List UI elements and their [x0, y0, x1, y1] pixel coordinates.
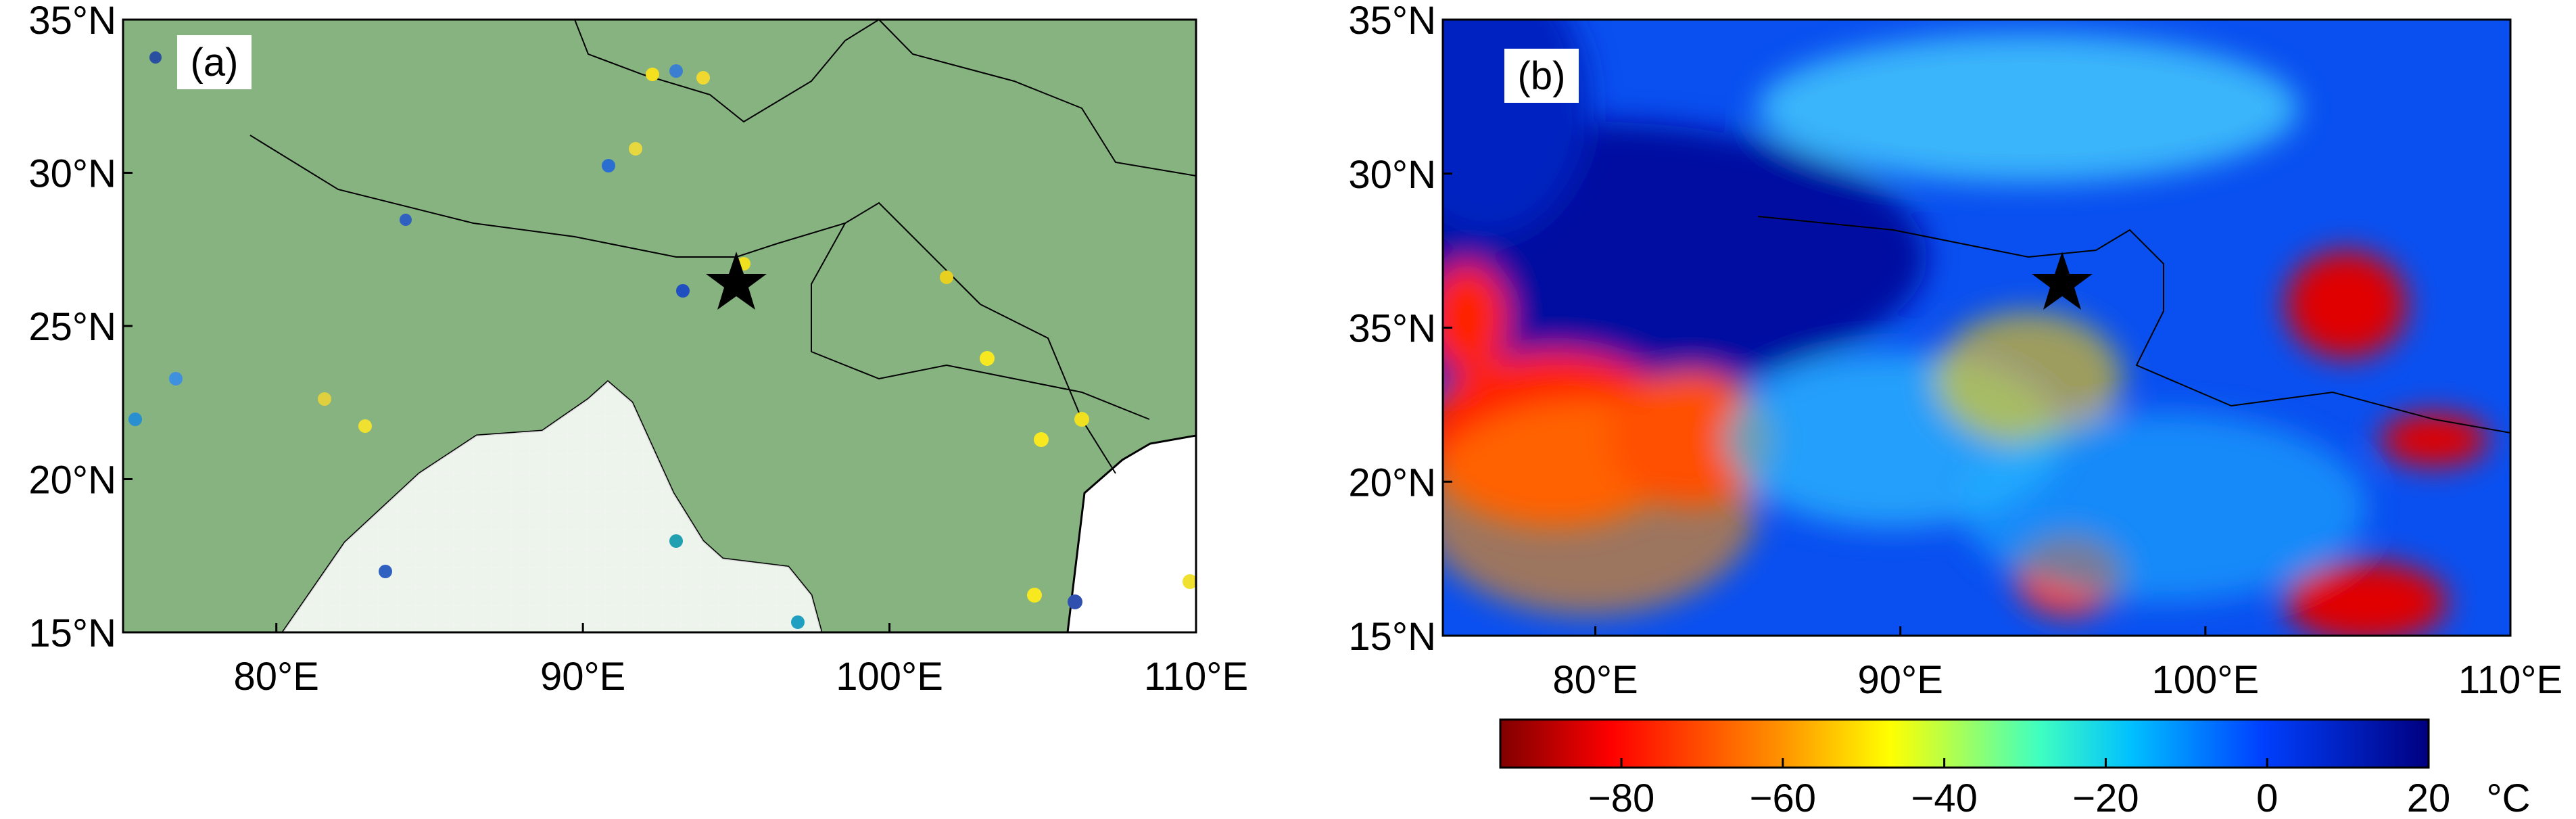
y-tick-label: 30°N	[28, 152, 116, 196]
colorbar-unit: °C	[2486, 776, 2530, 819]
label-box	[177, 35, 252, 89]
x-tick-label: 80°E	[234, 655, 319, 699]
colorbar-tick-label: −80	[1588, 776, 1654, 819]
star	[2032, 252, 2093, 310]
panel-label: (a)	[191, 41, 239, 85]
colorbar-tick-label: −20	[2072, 776, 2139, 819]
y-tick-label: 35°N	[1348, 0, 1436, 43]
map-b	[1443, 20, 2510, 636]
y-tick-label: 35°N	[28, 0, 116, 43]
star	[706, 252, 767, 310]
sea	[1066, 434, 1196, 632]
x-tick-label: 110°E	[2458, 658, 2562, 702]
map-a	[123, 20, 1196, 632]
y-tick-label: 30°N	[1348, 153, 1436, 197]
y-tick-label: 20°N	[1348, 461, 1436, 505]
x-tick-label: 80°E	[1552, 658, 1638, 702]
y-tick-label: 15°N	[28, 611, 116, 655]
colorbar-tick-label: 20	[2407, 776, 2451, 819]
x-tick-label: 90°E	[540, 655, 625, 699]
colorbar-tick-label: −60	[1750, 776, 1816, 819]
y-tick-label: 25°N	[28, 305, 116, 349]
colorbar-tick-label: 0	[2256, 776, 2278, 819]
colorbar	[1499, 718, 2430, 769]
panel-label: (b)	[1518, 54, 1566, 98]
x-tick-label: 110°E	[1144, 655, 1248, 699]
label-box	[1504, 49, 1579, 103]
y-tick-label: 15°N	[1348, 615, 1436, 659]
points	[128, 51, 1196, 629]
borders	[249, 20, 1196, 474]
y-tick-label: 35°N	[1348, 307, 1436, 351]
x-tick-label: 90°E	[1858, 658, 1943, 702]
colorbar-tick-label: −40	[1911, 776, 1977, 819]
y-tick-label: 20°N	[28, 459, 116, 502]
x-tick-label: 100°E	[836, 655, 943, 699]
x-tick-label: 100°E	[2152, 658, 2260, 702]
